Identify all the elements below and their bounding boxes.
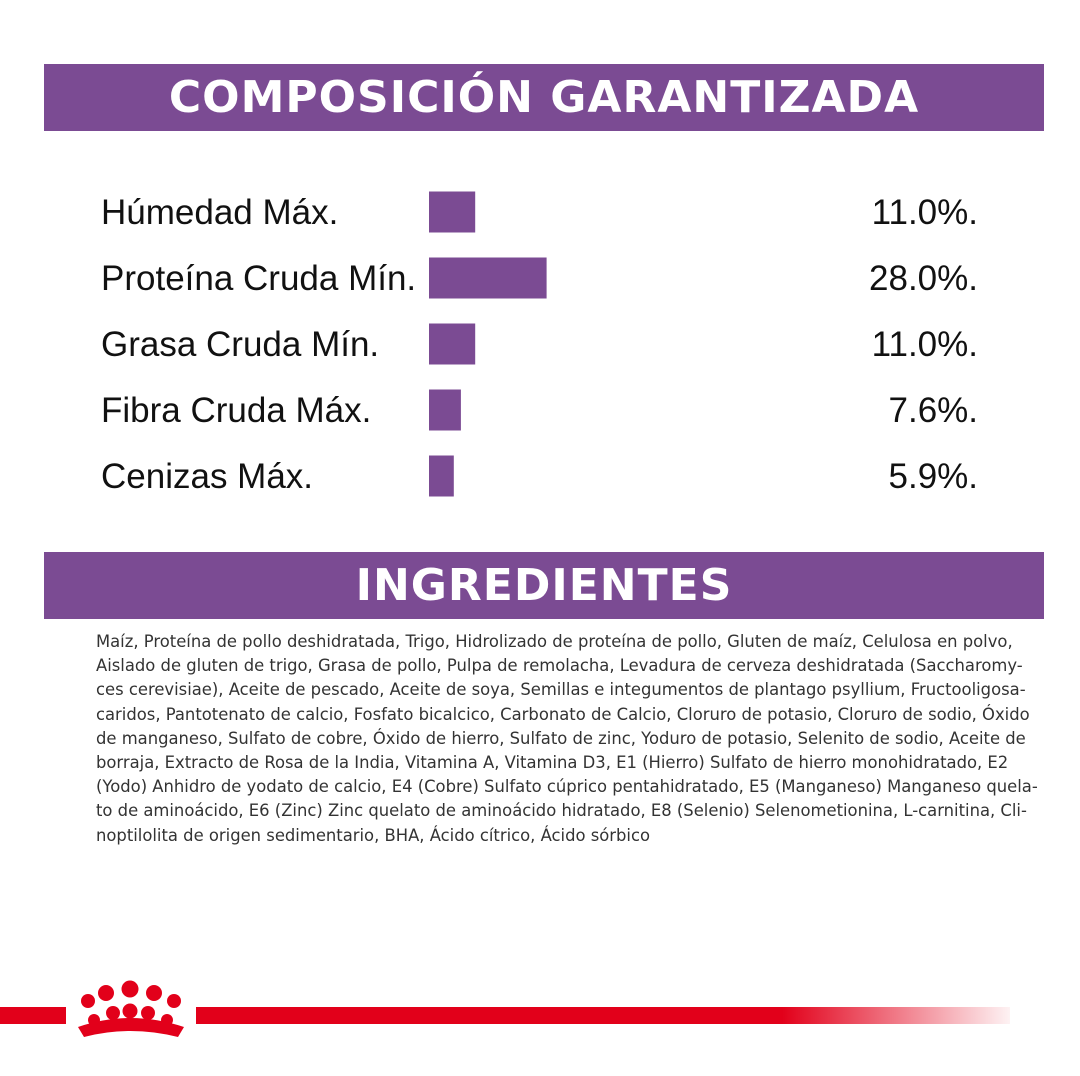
guaranteed-analysis-title: COMPOSICIÓN GARANTIZADA <box>168 72 920 123</box>
value-label: 28.0%. <box>869 259 978 298</box>
bar <box>429 257 547 299</box>
ingredients-line: Aislado de gluten de trigo, Grasa de pol… <box>96 656 1023 676</box>
ingredients-banner: INGREDIENTES <box>44 552 1044 619</box>
footer-stripe-left <box>0 1007 66 1024</box>
value-label: 7.6%. <box>889 391 979 430</box>
ingredients-title: INGREDIENTES <box>355 560 733 611</box>
value-label: 11.0%. <box>872 325 978 364</box>
category-label: Cenizas Máx. <box>101 457 313 496</box>
bar <box>429 455 454 497</box>
guaranteed-analysis-chart: Húmedad Máx. 11.0%. Proteína Cruda Mín. 28.… <box>101 191 979 497</box>
ingredients-line: de manganeso, Sulfato de cobre, Óxido de… <box>96 728 1026 748</box>
ingredients-line: Maíz, Proteína de pollo deshidratada, Tr… <box>96 632 1013 651</box>
ingredients-line: noptilolita de origen sedimentario, BHA,… <box>96 825 651 845</box>
footer-stripe-right <box>196 1007 1010 1024</box>
category-label: Grasa Cruda Mín. <box>101 325 379 364</box>
value-label: 5.9%. <box>889 457 979 496</box>
footer-stripe <box>0 980 1010 1037</box>
value-label: 11.0%. <box>872 193 978 232</box>
category-label: Proteína Cruda Mín. <box>101 259 416 298</box>
bar <box>429 191 476 233</box>
ingredients-line: caridos, Pantotenato de calcio, Fosfato … <box>96 704 1030 724</box>
category-label: Húmedad Máx. <box>101 193 338 232</box>
bar <box>429 323 476 365</box>
ingredients-line: (Yodo) Anhidro de yodato de calcio, E4 (… <box>96 777 1038 797</box>
bar <box>429 389 461 431</box>
ingredients-line: borraja, Extracto de Rosa de la India, V… <box>96 753 1009 773</box>
ingredients-text: Maíz, Proteína de pollo deshidratada, Tr… <box>96 630 1038 848</box>
ingredients-line: to de aminoácido, E6 (Zinc) Zinc quelato… <box>96 801 1027 821</box>
guaranteed-analysis-banner: COMPOSICIÓN GARANTIZADA <box>44 64 1044 131</box>
ingredients-line: ces cerevisiae), Aceite de pescado, Acei… <box>96 680 1026 700</box>
category-label: Fibra Cruda Máx. <box>101 391 371 430</box>
royal-canin-crown-icon <box>78 980 184 1037</box>
